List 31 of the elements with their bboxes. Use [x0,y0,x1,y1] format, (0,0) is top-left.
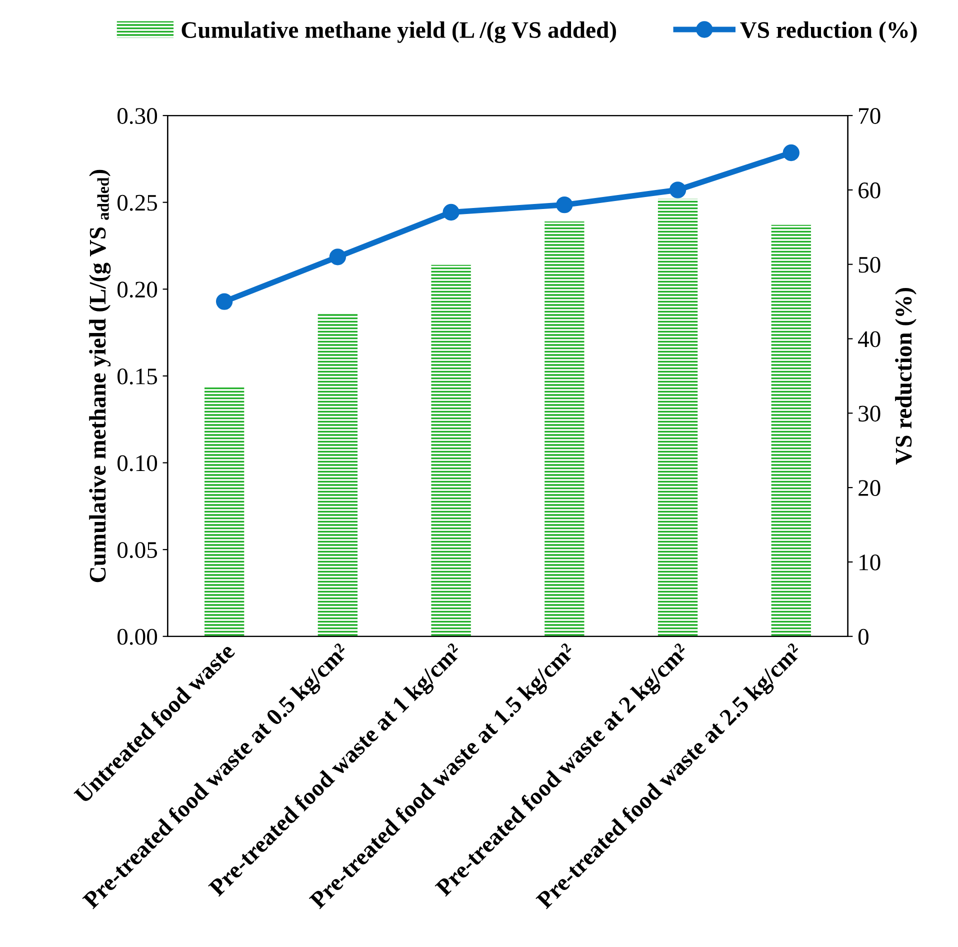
y-tick-label: 0.05 [118,542,158,558]
bar [658,198,698,636]
point [556,196,573,214]
y2-tick-label: 20 [858,480,880,496]
y-tick-label: 0.15 [118,368,158,384]
y2-tick-label: 70 [859,108,880,124]
y-tick-label: 0.30 [118,108,158,124]
y-tick-label: 0.00 [118,628,158,645]
y2-tick-label: 30 [858,406,880,422]
point [669,182,686,198]
bar [204,386,244,636]
point [216,293,233,310]
y-tick-label: 0.25 [118,194,158,211]
legend-label: VS reduction (%) [740,21,917,43]
point [782,144,800,162]
point [329,248,346,266]
y-tick-label: 0.20 [118,282,158,298]
y-tick-label: 0.10 [118,455,158,472]
y2-tick-label: 50 [858,256,880,273]
bar [431,264,471,636]
bar [318,313,358,636]
legend-label: Cumulative methane yield (L /(g VS added) [182,21,616,43]
y-axis-title: Cumulative methane yield (L/(g VS $_{added}$) [89,170,111,582]
y2-tick-label: 60 [858,182,880,198]
y2-tick-label: 0 [858,628,868,645]
y2-tick-label: 40 [858,331,880,348]
point [442,204,460,221]
bar [771,224,811,636]
y2-axis-title: VS reduction (%) [895,288,916,465]
bar [544,221,584,636]
y2-tick-label: 10 [860,554,880,570]
